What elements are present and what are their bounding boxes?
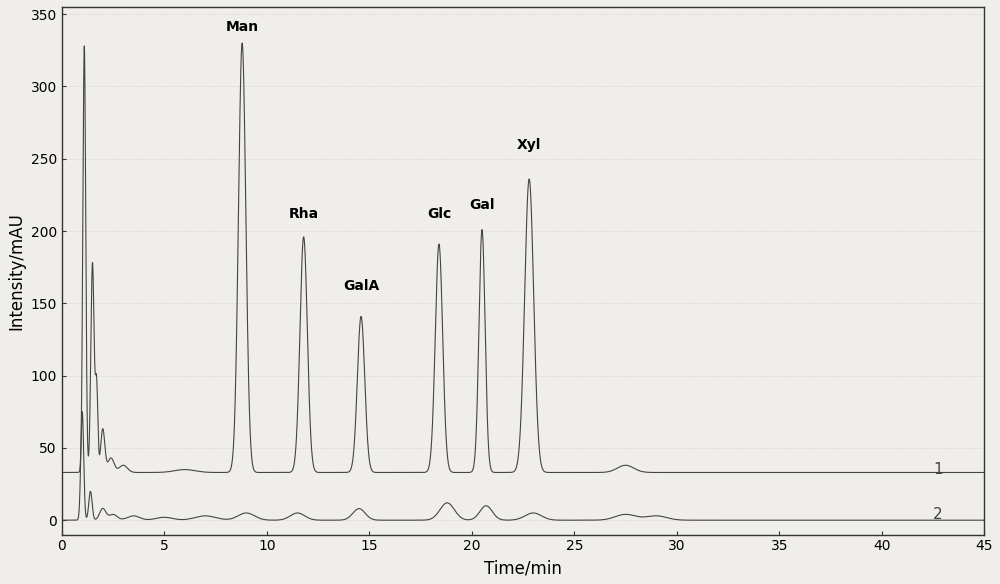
Text: 2: 2 <box>933 507 943 522</box>
Text: Rha: Rha <box>289 207 319 221</box>
X-axis label: Time/min: Time/min <box>484 559 562 577</box>
Y-axis label: Intensity/mAU: Intensity/mAU <box>7 212 25 330</box>
Text: Glc: Glc <box>427 207 451 221</box>
Text: GalA: GalA <box>343 279 379 293</box>
Text: Gal: Gal <box>469 198 495 212</box>
Text: Xyl: Xyl <box>517 137 541 151</box>
Text: Man: Man <box>226 20 259 34</box>
Text: 1: 1 <box>933 462 943 477</box>
